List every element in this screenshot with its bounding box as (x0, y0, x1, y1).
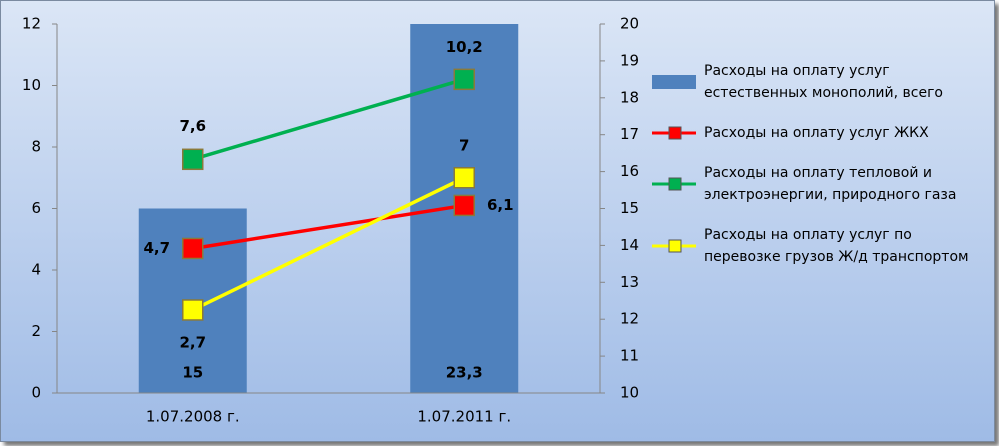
legend-icon (652, 75, 696, 89)
y-tick-label: 0 (31, 384, 41, 402)
value-label: 7,6 (179, 117, 206, 135)
marker (182, 237, 204, 260)
y2-tick-label: 14 (620, 236, 639, 254)
legend-entry: Расходы на оплату услуг по перевозке гру… (650, 224, 985, 268)
line (191, 176, 466, 312)
bar-value-label: 15 (182, 364, 203, 382)
y-tick-label: 12 (22, 15, 41, 33)
y2-tick-label: 12 (620, 310, 639, 328)
y2-tick-label: 20 (620, 15, 639, 33)
marker (453, 194, 475, 217)
y2-tick-label: 19 (620, 51, 639, 69)
legend-icon (652, 126, 696, 140)
legend-icon (652, 239, 696, 253)
legend-label: Расходы на оплату услуг по перевозке гру… (704, 227, 969, 265)
y2-tick-label: 15 (620, 199, 639, 217)
legend-icon (652, 177, 696, 191)
legend-entry: Расходы на оплату услуг естественных мон… (650, 60, 985, 104)
y-tick-label: 8 (31, 138, 41, 156)
value-label: 2,7 (179, 333, 206, 351)
legend-swatch (668, 126, 682, 140)
y-tick-label: 6 (31, 199, 41, 217)
value-label: 10,2 (446, 38, 483, 56)
value-label: 7 (459, 136, 469, 154)
legend-entry: Расходы на оплату услуг ЖКХ (650, 122, 985, 144)
marker (453, 68, 475, 91)
y-tick-label: 10 (22, 76, 41, 94)
line (192, 77, 465, 161)
bar-value-label: 23,3 (446, 364, 483, 382)
y-tick-label: 2 (31, 322, 41, 340)
y2-tick-label: 13 (620, 273, 639, 291)
y-tick-label: 4 (31, 261, 41, 279)
legend-swatch (652, 75, 696, 89)
value-label: 4,7 (143, 239, 170, 257)
marker (182, 299, 204, 321)
legend-swatch (668, 177, 682, 191)
x-tick-label: 1.07.2008 г. (146, 408, 240, 426)
y2-tick-label: 16 (620, 162, 639, 180)
y2-tick-label: 18 (620, 88, 639, 106)
legend-entry: Расходы на оплату тепловой и электроэнер… (650, 162, 985, 206)
y2-tick-label: 17 (620, 125, 639, 143)
legend-label: Расходы на оплату услуг естественных мон… (704, 63, 943, 101)
line (192, 203, 465, 251)
y2-tick-label: 11 (620, 347, 639, 365)
legend: Расходы на оплату услуг естественных мон… (650, 60, 985, 286)
marker (453, 167, 475, 189)
legend-swatch (668, 239, 682, 253)
marker (182, 148, 204, 171)
legend-label: Расходы на оплату тепловой и электроэнер… (704, 165, 957, 203)
value-label: 6,1 (487, 196, 514, 214)
legend-label: Расходы на оплату услуг ЖКХ (704, 125, 929, 141)
x-tick-label: 1.07.2011 г. (417, 408, 511, 426)
y2-tick-label: 10 (620, 384, 639, 402)
